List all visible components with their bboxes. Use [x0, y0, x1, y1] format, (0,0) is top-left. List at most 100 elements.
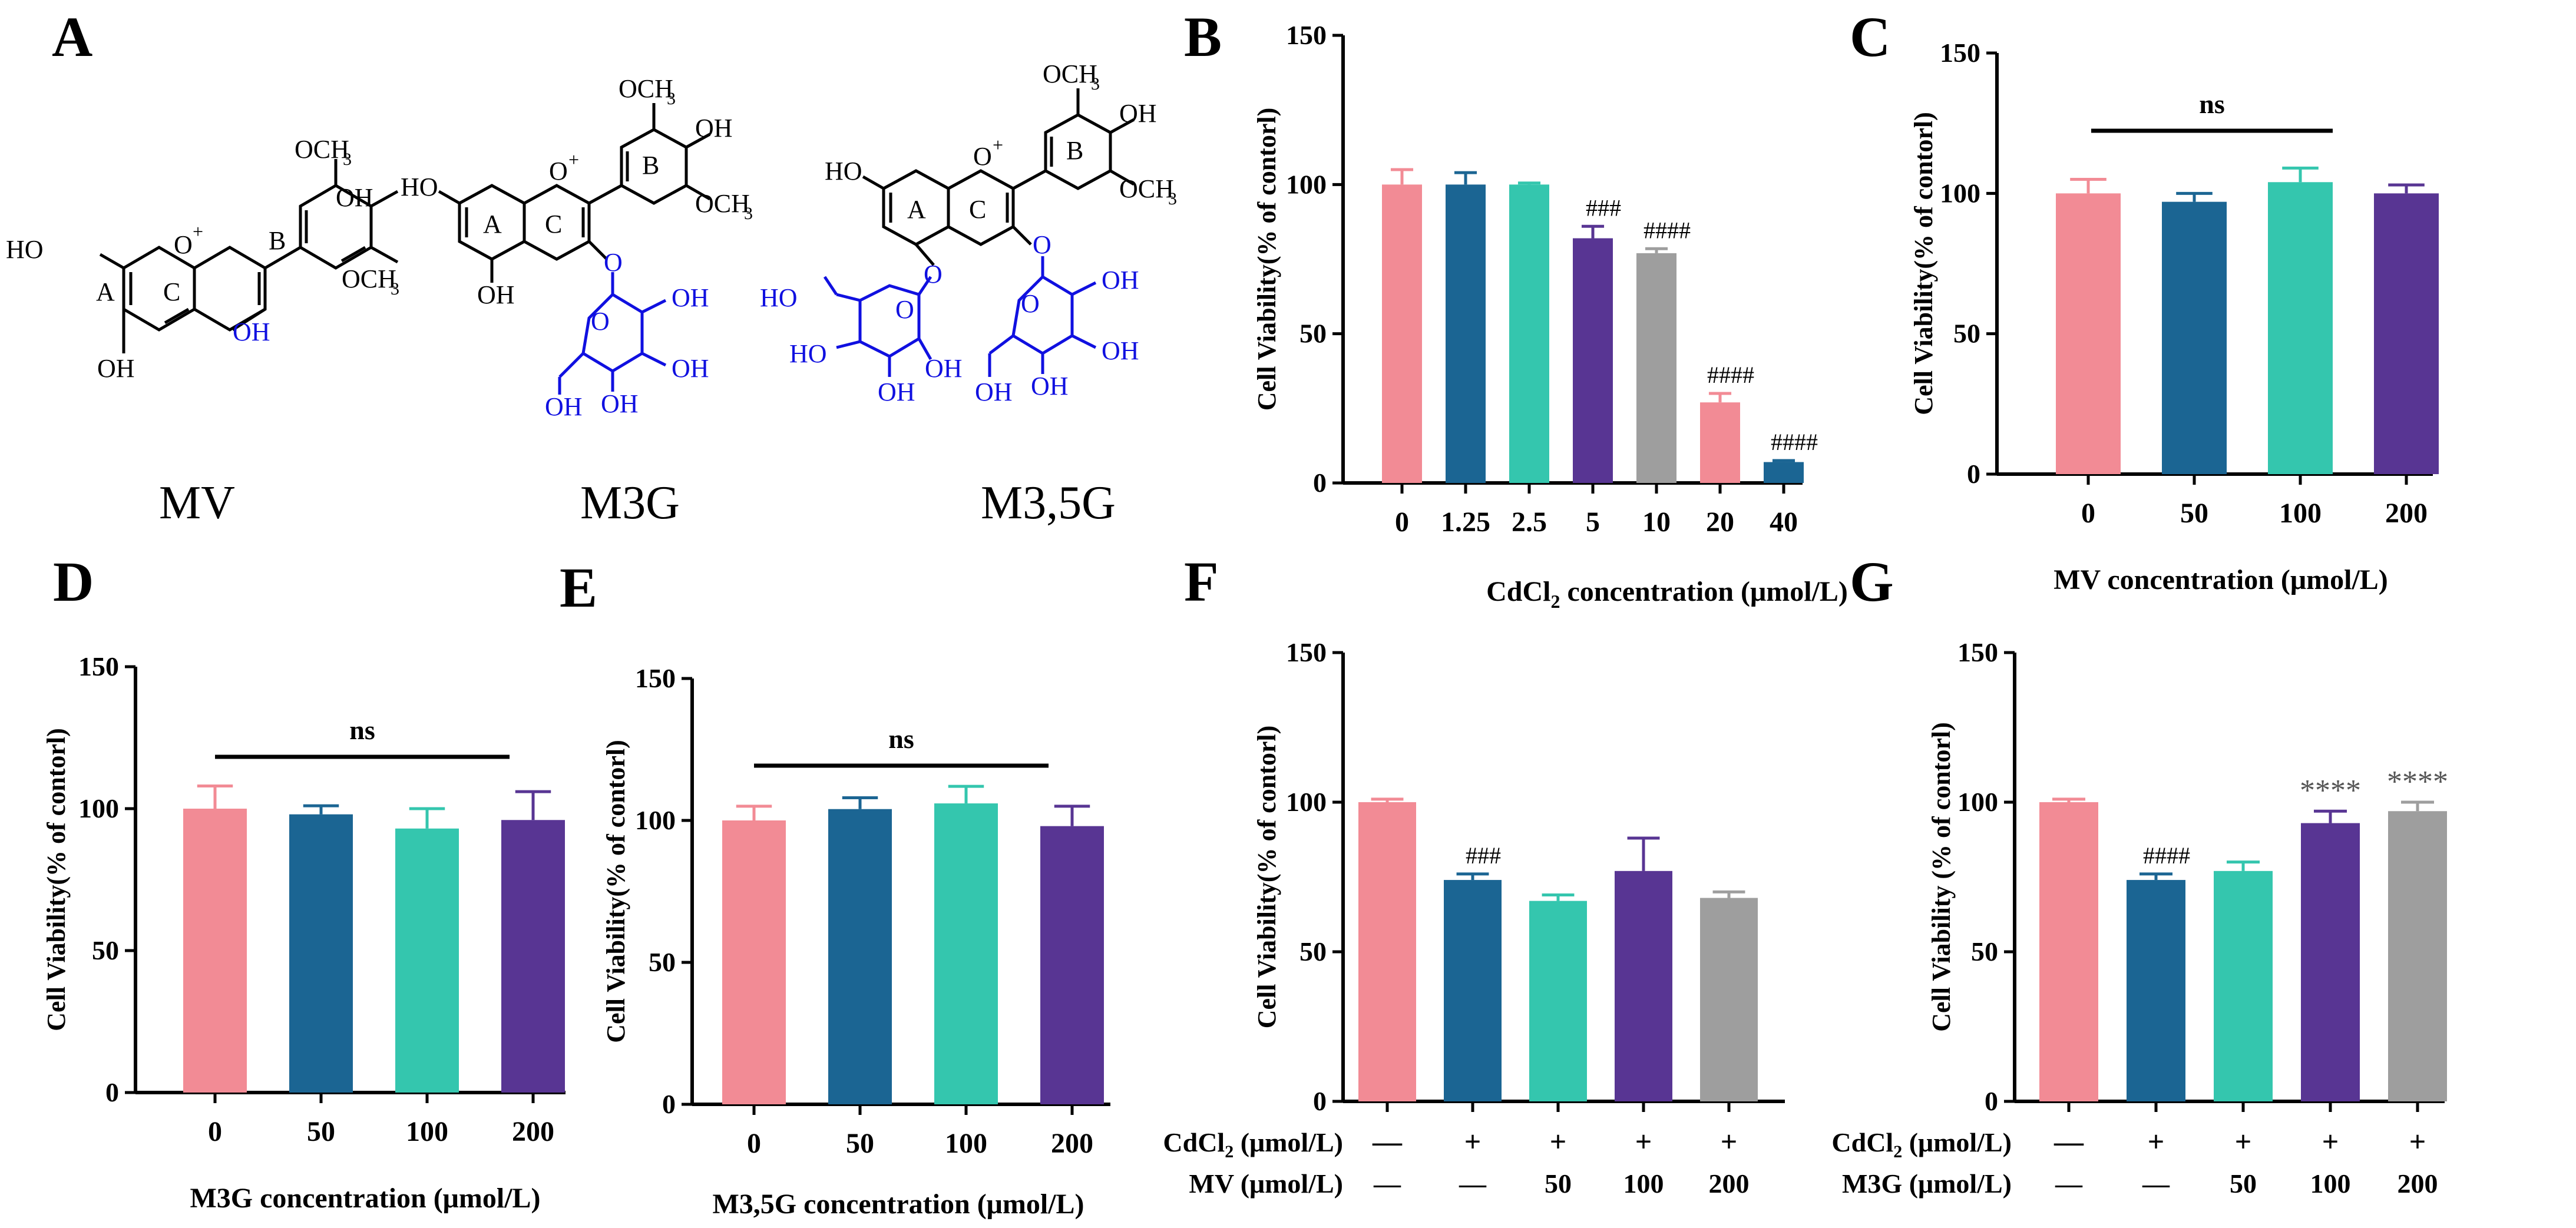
- svg-text:A: A: [96, 277, 115, 306]
- ns-label: ns: [349, 715, 375, 745]
- svg-text:3: 3: [1091, 74, 1100, 94]
- svg-text:OH: OH: [233, 317, 270, 346]
- structure-name-m35g: M3,5G: [981, 477, 1116, 529]
- x-row1-value: +: [2409, 1125, 2426, 1158]
- y-axis-label: Cell Viability(% of contorl): [1252, 108, 1281, 411]
- svg-text:O: O: [549, 157, 568, 186]
- x-tick-label: 10: [1642, 507, 1671, 538]
- x-axis-label: M3,5G concentration (μmol/L): [712, 1189, 1084, 1220]
- x-tick-label: 0: [208, 1116, 222, 1147]
- y-tick-label: 100: [1286, 787, 1327, 817]
- x-row2-value: —: [1459, 1169, 1487, 1199]
- structure-name-mv: MV: [159, 477, 235, 529]
- svg-text:O: O: [604, 248, 623, 277]
- significance-mark: ###: [1586, 194, 1621, 221]
- svg-text:OH: OH: [925, 354, 963, 383]
- panel-letter-f: F: [1184, 550, 1219, 613]
- y-tick-label: 100: [635, 805, 676, 835]
- y-tick-label: 0: [1313, 1086, 1327, 1116]
- bar: [2301, 823, 2360, 1101]
- y-tick-label: 100: [1957, 787, 1998, 817]
- y-tick-label: 50: [1953, 319, 1980, 349]
- structure-mv: [99, 159, 399, 353]
- x-row2-value: —: [2055, 1169, 2083, 1199]
- x-axis-label: MV concentration (μmol/L): [2053, 564, 2388, 595]
- bar: [2374, 193, 2439, 474]
- m35g-labels: OCH 3 OH HO O + OCH 3 O O O O HO HO OH O…: [760, 59, 1177, 529]
- bar: [2056, 193, 2121, 474]
- svg-text:OCH: OCH: [295, 135, 349, 164]
- x-tick-label: 200: [512, 1116, 554, 1147]
- svg-text:O: O: [1033, 230, 1051, 259]
- bar: [2039, 802, 2098, 1101]
- bar: [289, 814, 353, 1093]
- significance-mark: ####: [1707, 362, 1754, 388]
- svg-text:HO: HO: [760, 283, 798, 312]
- bar: [1529, 901, 1587, 1101]
- x-row2-value: 200: [1709, 1169, 1750, 1199]
- x-tick-label: 50: [2180, 498, 2208, 529]
- bar: [1444, 880, 1502, 1101]
- svg-text:O: O: [973, 142, 992, 171]
- svg-text:OH: OH: [695, 114, 733, 143]
- x-axis-label: M3G concentration (μmol/L): [190, 1183, 540, 1214]
- y-tick-label: 50: [92, 935, 119, 965]
- x-tick-label: 50: [846, 1128, 874, 1159]
- significance-mark: ####: [1644, 217, 1691, 243]
- structure-m3g: [438, 103, 711, 283]
- m35g-sugars: [823, 256, 1097, 377]
- significance-mark: ****: [2387, 765, 2448, 799]
- panel-letter-g: G: [1850, 550, 1894, 613]
- svg-text:3: 3: [391, 279, 399, 299]
- x-tick-label: 100: [2279, 498, 2322, 529]
- svg-text:OCH: OCH: [1119, 174, 1174, 203]
- bar: [2162, 201, 2227, 474]
- row2-label: MV (μmol/L): [1189, 1169, 1343, 1199]
- svg-text:OH: OH: [672, 283, 709, 312]
- bar: [1615, 870, 1672, 1101]
- svg-text:HO: HO: [825, 157, 862, 186]
- svg-text:C: C: [969, 195, 986, 224]
- svg-text:+: +: [568, 149, 579, 170]
- y-tick-label: 150: [1940, 38, 1980, 68]
- bar: [1509, 184, 1549, 483]
- svg-text:B: B: [642, 151, 659, 180]
- svg-text:O: O: [895, 295, 914, 324]
- significance-mark: ###: [1466, 842, 1501, 869]
- mv-bond-link: [264, 246, 302, 270]
- x-row2-value: —: [1373, 1169, 1401, 1199]
- bar: [1358, 802, 1416, 1101]
- bar: [183, 809, 247, 1093]
- x-tick-label: 200: [1051, 1128, 1093, 1159]
- svg-text:3: 3: [667, 89, 676, 108]
- y-axis-label: Cell Viability (% of contorl): [1927, 722, 1956, 1032]
- bar: [1573, 238, 1613, 483]
- svg-text:OH: OH: [1031, 372, 1069, 400]
- y-tick-label: 100: [1286, 169, 1327, 199]
- mv-ring-a: [122, 246, 196, 332]
- bar: [395, 828, 459, 1093]
- bar: [722, 820, 786, 1104]
- x-tick-label: 2.5: [1512, 507, 1547, 538]
- panel-letter-a: A: [52, 5, 92, 68]
- y-axis-label: Cell Viability(% of contorl): [1909, 112, 1938, 415]
- x-axis-label: CdCl2 concentration (μmol/L): [1486, 576, 1848, 612]
- chart-panel-e: E 0 50 100 150 Cell Viability(% of contorl) 0 5…: [560, 556, 1110, 1220]
- m3g-sugar: [558, 272, 667, 395]
- svg-text:C: C: [545, 210, 562, 239]
- x-tick-label: 0: [1395, 507, 1409, 538]
- y-axis-label: Cell Viability(% of contorl): [42, 728, 71, 1031]
- svg-text:OCH: OCH: [342, 264, 396, 293]
- x-tick-label: 20: [1706, 507, 1734, 538]
- x-tick-label: 5: [1586, 507, 1600, 538]
- x-tick-label: 40: [1770, 507, 1798, 538]
- y-tick-label: 150: [1286, 637, 1327, 667]
- y-tick-label: 0: [1967, 459, 1980, 489]
- m35g-ring-c: [947, 169, 1015, 246]
- bar: [2127, 880, 2185, 1101]
- svg-text:OH: OH: [1119, 99, 1157, 128]
- y-tick-label: 150: [78, 651, 119, 681]
- x-tick-label: 50: [307, 1116, 335, 1147]
- significance-mark: ****: [2300, 774, 2361, 807]
